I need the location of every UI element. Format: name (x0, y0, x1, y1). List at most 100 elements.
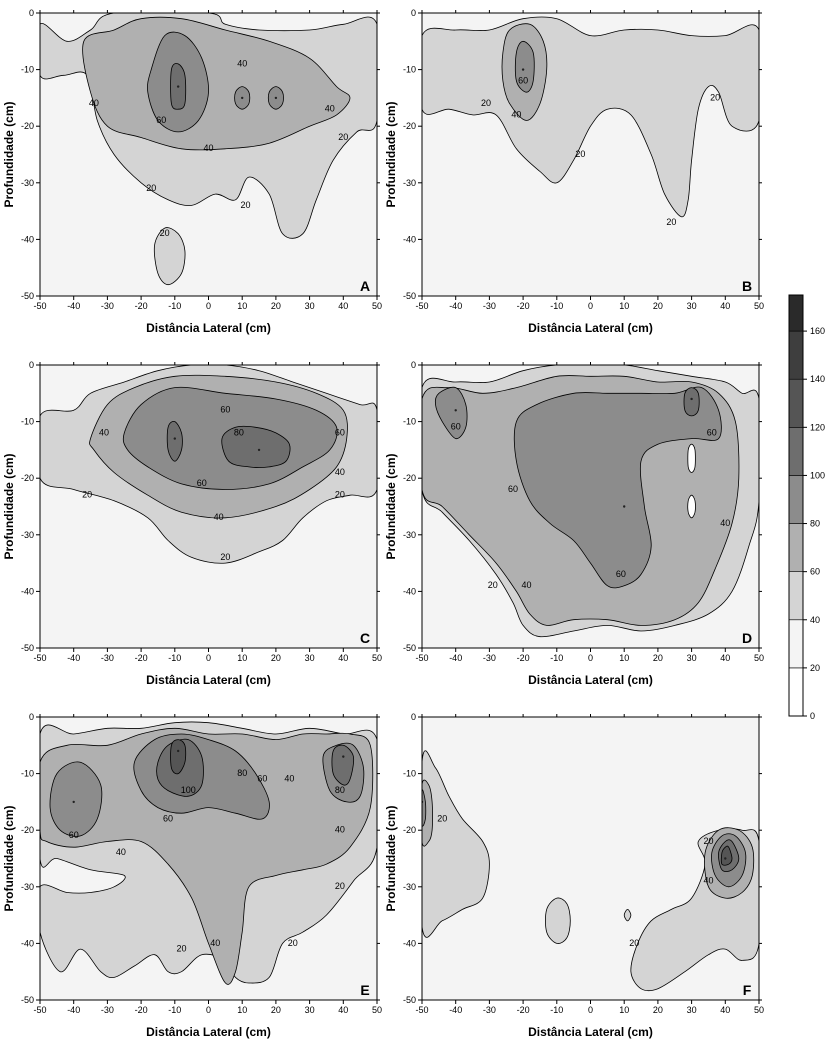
contour-label: 60 (508, 484, 518, 494)
y-tick-label: -50 (21, 995, 34, 1005)
peak-marker (342, 755, 345, 758)
contour-label: 20 (146, 183, 156, 193)
panel-letter: C (360, 630, 370, 646)
panels-layer: 40 40 60 40 40 20 20 20 20 -50 -40 -30 -20 -10 0 10 20 30… (2, 8, 764, 1039)
y-tick-label: -10 (403, 769, 416, 779)
contour-label: 20 (220, 552, 230, 562)
x-tick-label: 30 (687, 653, 697, 663)
x-tick-label: 40 (338, 653, 348, 663)
x-tick-label: -10 (550, 301, 563, 311)
y-tick-label: -20 (21, 473, 34, 483)
x-tick-label: 40 (720, 301, 730, 311)
x-tick-label: -50 (33, 1005, 46, 1015)
contour-band-40 (40, 727, 374, 985)
contour-label: 40 (335, 825, 345, 835)
y-tick-label: -30 (403, 530, 416, 540)
contour-label: 20 (703, 836, 713, 846)
panel-letter: D (742, 630, 752, 646)
peak-marker (241, 96, 244, 100)
x-tick-label: 0 (588, 653, 593, 663)
contour-band-80 (331, 744, 355, 786)
x-tick-label: -40 (449, 653, 462, 663)
colorbar-band-120 (788, 378, 804, 428)
contour-label: 40 (284, 774, 294, 784)
y-tick-label: 0 (29, 712, 34, 722)
y-tick-label: -40 (21, 938, 34, 948)
contour-band-0 (687, 494, 696, 519)
contour-bands (422, 750, 759, 992)
contour-label: 20 (241, 200, 251, 210)
x-tick-label: -50 (415, 653, 428, 663)
contour-label: 20 (437, 813, 447, 823)
contour-label: 40 (99, 427, 109, 437)
contour-label: 40 (335, 467, 345, 477)
contour-label: 20 (338, 132, 348, 142)
contour-band-20 (422, 750, 490, 938)
colorbar-frame (788, 294, 804, 717)
x-tick-label: 50 (754, 653, 764, 663)
y-tick-label: 0 (411, 8, 416, 18)
y-tick-label: 0 (29, 8, 34, 18)
colorbar-band-80 (788, 475, 804, 524)
contour-label: 20 (177, 943, 187, 953)
contour-label: 60 (518, 75, 528, 85)
contour-band-0 (687, 443, 696, 473)
x-tick-label: 20 (653, 301, 663, 311)
contour-label: 20 (481, 98, 491, 108)
x-tick-label: 50 (372, 653, 382, 663)
contour-band-60 (434, 386, 468, 440)
contour-bands (422, 365, 759, 638)
x-tick-label: 30 (305, 301, 315, 311)
x-tick-label: -20 (517, 653, 530, 663)
contour-bands (40, 13, 377, 286)
x-tick-label: 50 (754, 1005, 764, 1015)
y-tick-label: -10 (403, 417, 416, 427)
y-tick-label: -20 (21, 825, 34, 835)
x-tick-label: -20 (135, 1005, 148, 1015)
x-axis-title: Distância Lateral (cm) (146, 321, 271, 335)
peak-marker (623, 505, 626, 508)
x-tick-label: 20 (271, 1005, 281, 1015)
colorbar-tick-label: 40 (810, 615, 820, 625)
colorbar-band-0 (788, 667, 804, 717)
contour-label: 60 (69, 830, 79, 840)
contour-label: 40 (237, 58, 247, 68)
x-tick-label: 30 (305, 653, 315, 663)
y-tick-label: -30 (21, 178, 34, 188)
colorbar: 0 20 40 60 80 100 120 140 160 (788, 294, 825, 721)
y-tick-label: 0 (411, 360, 416, 370)
x-tick-label: 0 (588, 301, 593, 311)
panel-letter: F (743, 982, 752, 998)
contour-band-20 (545, 897, 571, 944)
y-axis-title: Profundidade (cm) (384, 101, 398, 207)
panel-letter: E (360, 982, 369, 998)
contour-band-80 (221, 425, 291, 468)
contour-band-60 (513, 386, 722, 589)
peak-marker (690, 397, 693, 401)
colorbar-tick-label: 20 (810, 663, 820, 673)
y-axis-title: Profundidade (cm) (384, 805, 398, 911)
x-tick-label: -30 (483, 301, 496, 311)
y-tick-label: -30 (403, 882, 416, 892)
x-tick-label: 20 (653, 1005, 663, 1015)
x-tick-label: 30 (687, 301, 697, 311)
contour-label: 40 (89, 98, 99, 108)
y-tick-label: -40 (403, 938, 416, 948)
x-tick-label: 20 (271, 301, 281, 311)
x-tick-label: 30 (305, 1005, 315, 1015)
y-tick-label: 0 (411, 712, 416, 722)
contour-band-60 (514, 40, 535, 93)
y-axis-title: Profundidade (cm) (2, 805, 16, 911)
peak-marker (274, 96, 278, 100)
contour-label: 60 (257, 774, 267, 784)
colorbar-band-140 (788, 330, 804, 380)
y-tick-label: -50 (21, 291, 34, 301)
contour-band-80 (683, 387, 700, 417)
y-tick-label: -20 (403, 121, 416, 131)
contour-label: 60 (335, 427, 345, 437)
x-tick-label: -10 (550, 1005, 563, 1015)
x-tick-label: 20 (653, 653, 663, 663)
y-tick-label: -20 (21, 121, 34, 131)
contour-label: 60 (451, 422, 461, 432)
